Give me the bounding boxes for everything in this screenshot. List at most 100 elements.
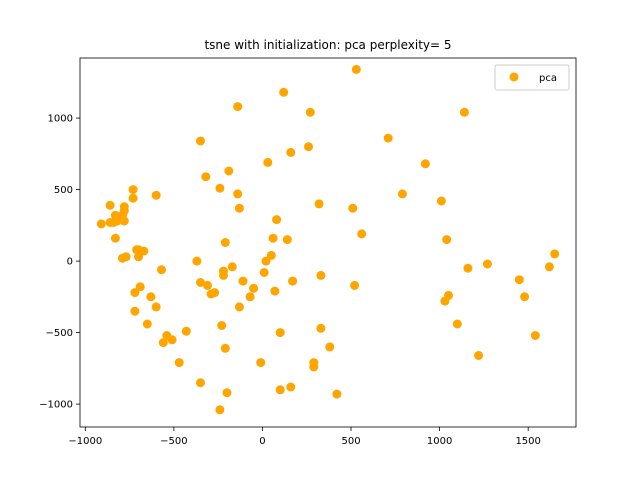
data-point bbox=[110, 233, 120, 243]
axes-frame bbox=[79, 57, 577, 428]
data-point bbox=[174, 358, 184, 368]
data-point bbox=[217, 321, 227, 330]
y-tick-label: 1000 bbox=[48, 114, 73, 125]
data-point bbox=[135, 282, 145, 292]
data-point bbox=[105, 200, 115, 210]
data-point bbox=[224, 166, 234, 176]
data-point bbox=[158, 338, 168, 348]
plot-points bbox=[96, 64, 560, 415]
y-tick-label: 0 bbox=[67, 257, 73, 268]
data-point bbox=[530, 331, 540, 340]
data-point bbox=[259, 268, 269, 277]
data-point bbox=[233, 102, 243, 112]
data-point bbox=[288, 276, 298, 286]
data-point bbox=[383, 133, 393, 143]
y-tick-label: −1000 bbox=[39, 400, 73, 411]
x-axis: −1000 −500 0 500 1000 1500 bbox=[68, 427, 541, 447]
data-point bbox=[304, 142, 313, 152]
data-point bbox=[286, 147, 296, 157]
data-point bbox=[286, 382, 296, 392]
data-point bbox=[222, 388, 232, 398]
data-point bbox=[121, 252, 131, 262]
legend-box bbox=[494, 64, 570, 91]
data-point bbox=[196, 136, 205, 146]
y-tick-label: −500 bbox=[46, 328, 73, 339]
data-point bbox=[550, 249, 560, 259]
data-point bbox=[192, 256, 202, 266]
data-point bbox=[325, 342, 335, 352]
data-point bbox=[227, 262, 237, 272]
data-point bbox=[220, 238, 230, 247]
data-point bbox=[350, 280, 360, 290]
data-point bbox=[130, 288, 140, 298]
x-tick-label: −1000 bbox=[68, 436, 102, 447]
data-point bbox=[119, 206, 129, 216]
data-point bbox=[351, 64, 361, 74]
y-axis: −1000 −500 0 500 1000 bbox=[39, 114, 80, 411]
legend-label: pca bbox=[539, 73, 557, 84]
data-point bbox=[181, 326, 191, 336]
data-point bbox=[139, 246, 149, 256]
data-point bbox=[130, 306, 140, 316]
data-point bbox=[112, 216, 122, 226]
data-point bbox=[215, 405, 225, 415]
x-tick-label: −500 bbox=[160, 436, 187, 447]
data-point bbox=[442, 235, 452, 245]
data-point bbox=[514, 275, 524, 285]
data-point bbox=[279, 87, 289, 97]
legend: pca bbox=[494, 64, 570, 91]
data-point bbox=[128, 193, 138, 203]
data-point bbox=[151, 190, 161, 200]
x-tick-label: 500 bbox=[341, 436, 360, 447]
data-point bbox=[275, 385, 285, 395]
data-point bbox=[544, 262, 554, 272]
data-point bbox=[96, 219, 106, 229]
data-point bbox=[275, 328, 285, 338]
data-point bbox=[268, 233, 278, 243]
y-tick-label: 500 bbox=[54, 185, 73, 196]
data-point bbox=[119, 216, 129, 226]
data-point bbox=[196, 378, 205, 388]
x-tick-label: 1000 bbox=[427, 436, 452, 447]
data-point bbox=[463, 263, 473, 273]
data-point bbox=[520, 292, 530, 302]
data-point bbox=[270, 286, 280, 296]
data-point bbox=[215, 183, 225, 193]
data-point bbox=[151, 302, 161, 312]
data-point bbox=[256, 358, 266, 368]
data-point bbox=[397, 189, 407, 199]
data-point bbox=[266, 250, 276, 260]
data-point bbox=[261, 256, 271, 266]
data-point bbox=[459, 107, 469, 117]
data-point bbox=[203, 280, 212, 290]
data-point bbox=[332, 389, 342, 399]
data-point bbox=[210, 288, 220, 298]
data-point bbox=[357, 229, 367, 239]
chart-title: tsne with initialization: pca perplexity… bbox=[204, 38, 451, 52]
data-point bbox=[482, 259, 492, 269]
data-point bbox=[167, 335, 177, 345]
data-point bbox=[309, 362, 319, 372]
data-point bbox=[146, 292, 156, 302]
data-point bbox=[474, 351, 484, 360]
data-point bbox=[219, 270, 228, 280]
data-point bbox=[157, 265, 166, 275]
data-point bbox=[245, 292, 255, 302]
data-point bbox=[234, 302, 244, 312]
data-point bbox=[314, 199, 324, 209]
data-point bbox=[233, 189, 243, 199]
data-point bbox=[272, 215, 282, 225]
data-point bbox=[282, 235, 292, 245]
data-point bbox=[316, 270, 326, 280]
data-point bbox=[452, 319, 462, 329]
data-point bbox=[263, 157, 273, 167]
data-point bbox=[436, 196, 446, 206]
data-point bbox=[249, 283, 259, 293]
data-point bbox=[142, 319, 152, 329]
data-point bbox=[128, 185, 138, 195]
data-point bbox=[238, 276, 248, 286]
data-point bbox=[196, 278, 205, 287]
data-point bbox=[201, 172, 211, 182]
x-tick-label: 1500 bbox=[515, 436, 540, 447]
